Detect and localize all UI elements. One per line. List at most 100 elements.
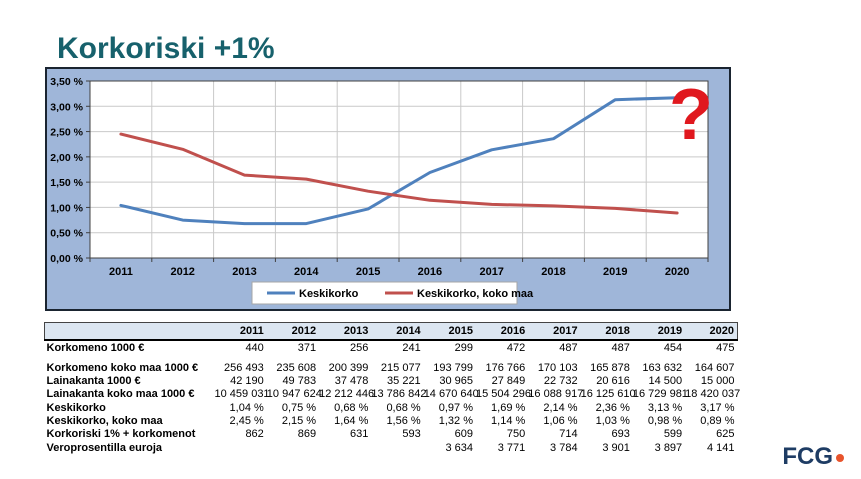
table-cell: 49 783 <box>282 374 317 387</box>
table-cell: 22 732 <box>543 374 578 387</box>
table-cell: 1,32 % <box>438 414 473 427</box>
table-cell: 42 190 <box>230 374 264 387</box>
axis-ticks <box>86 80 709 262</box>
table-cell: 693 <box>611 428 630 441</box>
table-row: Korkomeno 1000 € 440 371 256 241 299 472 487 487… <box>45 340 738 360</box>
table-cell: 1,56 % <box>386 414 421 427</box>
table-cell: 1,14 % <box>491 414 526 427</box>
table-cell: 1,03 % <box>595 414 630 427</box>
table-cell: 472 <box>506 342 526 355</box>
table-cell: 475 <box>716 342 735 355</box>
table-cell: 1,06 % <box>543 414 578 427</box>
table-cell: 18 420 037 <box>685 388 741 401</box>
table-cell: 487 <box>611 342 630 355</box>
table-cell: 20 616 <box>596 374 630 387</box>
row-label: Korkoriski 1% + korkomenot <box>46 428 196 441</box>
table-row: Lainakanta 1000 € 42 190 49 783 37 478 35 22… <box>45 374 738 387</box>
table-row: Keskikorko 1,04 % 0,75 % 0,68 % 0,68 % 0,97 %… <box>45 401 738 414</box>
table-cell: 714 <box>559 428 578 441</box>
row-label: Lainakanta koko maa 1000 € <box>46 388 195 401</box>
year-header: 2011 <box>214 322 267 342</box>
y-tick-label: 2,50 % <box>50 127 83 139</box>
table-cell: 15 504 296 <box>475 388 532 401</box>
line-chart-svg: 0,00 % 0,50 % 1,00 % 1,50 % 2,00 % 2,50 % 3,00… <box>45 67 731 311</box>
fcg-logo-text: FCG <box>782 443 833 470</box>
table-cell: 0,97 % <box>438 401 473 414</box>
fcg-logo: FCG <box>782 445 844 469</box>
table-cell: 215 077 <box>380 361 421 374</box>
table-cell: 3 634 <box>445 441 473 454</box>
x-tick-label: 2014 <box>294 266 319 278</box>
x-axis-labels: 2011 2012 2013 2014 2015 2016 2017 2018 2019 2020 <box>109 266 689 278</box>
table-cell: 14 670 640 <box>423 388 479 401</box>
table-cell: 3 771 <box>497 441 526 454</box>
interest-rate-data-table-wrap: 2011 2012 2013 2014 2015 2016 2017 2018 2019 2020… <box>44 322 741 454</box>
table-cell: 3,13 % <box>647 401 683 414</box>
table-cell: 16 125 610 <box>580 388 636 401</box>
year-header: 2019 <box>632 322 686 342</box>
y-tick-label: 3,00 % <box>50 101 83 113</box>
table-cell: 1,64 % <box>334 414 369 427</box>
table-cell: 16 088 917 <box>528 388 584 401</box>
table-cell <box>319 441 371 454</box>
table-cell: 165 878 <box>590 361 630 374</box>
table-cell: 13 786 842 <box>371 388 427 401</box>
table-cell: 4 141 <box>706 441 735 454</box>
table-cell: 235 608 <box>276 361 317 374</box>
year-header: 2014 <box>371 322 424 342</box>
legend-label: Keskikorko, koko maa <box>417 288 534 300</box>
legend-label: Keskikorko <box>299 288 359 300</box>
year-header: 2018 <box>580 322 633 342</box>
row-label: Korkomeno koko maa 1000 € <box>46 361 199 374</box>
table-row: Korkomeno koko maa 1000 € 256 493 235 608 2… <box>45 361 738 374</box>
x-tick-label: 2019 <box>603 266 627 278</box>
table-row: Veroprosentilla euroja 3 634 3 771 3 784 3 9… <box>45 441 738 454</box>
page-title: Korkoriski +1% <box>57 32 275 66</box>
table-cell: 625 <box>716 428 735 441</box>
table-header-row: 2011 2012 2013 2014 2015 2016 2017 2018 2019 2020 <box>44 322 739 342</box>
table-cell: 16 729 981 <box>632 388 688 401</box>
table-cell: 1,04 % <box>229 401 264 414</box>
table-cell: 487 <box>559 342 578 355</box>
table-cell: 3 784 <box>550 441 578 454</box>
x-tick-label: 2013 <box>232 266 256 278</box>
table-cell: 1,69 % <box>491 401 526 414</box>
table-cell: 631 <box>350 428 369 441</box>
table-cell: 37 478 <box>334 374 369 387</box>
x-tick-label: 2012 <box>170 266 194 278</box>
table-cell: 0,75 % <box>281 401 317 414</box>
table-cell: 2,14 % <box>543 401 578 414</box>
year-header: 2020 <box>685 322 739 342</box>
table-cell: 3 897 <box>654 441 683 454</box>
chart-legend: Keskikorko Keskikorko, koko maa <box>251 281 534 305</box>
table-cell: 176 766 <box>485 361 526 374</box>
gridlines <box>90 81 708 258</box>
table-cell: 0,68 % <box>334 401 369 414</box>
table-cell: 0,89 % <box>700 414 735 427</box>
table-body: Korkomeno 1000 € 440 371 256 241 299 472 487 487… <box>45 340 741 454</box>
year-header: 2015 <box>423 322 476 342</box>
interest-rate-chart: 0,00 % 0,50 % 1,00 % 1,50 % 2,00 % 2,50 % 3,00… <box>45 67 731 311</box>
table-cell: 869 <box>297 428 317 441</box>
table-cell: 35 221 <box>387 374 421 387</box>
table-cell: 10 947 624 <box>266 388 322 401</box>
year-header: 2013 <box>319 322 372 342</box>
table-cell: 256 493 <box>224 361 264 374</box>
table-cell: 2,36 % <box>595 401 630 414</box>
y-tick-label: 0,00 % <box>50 253 83 265</box>
fcg-logo-dot-icon <box>836 454 844 462</box>
table-row: Keskikorko, koko maa 2,45 % 2,15 % 1,64 % 1,… <box>45 414 738 427</box>
table-cell: 200 399 <box>328 361 369 374</box>
y-tick-label: 1,00 % <box>50 202 83 214</box>
table-corner-cell <box>44 322 215 342</box>
table-cell: 862 <box>245 428 264 441</box>
table-cell: 10 459 031 <box>214 388 270 401</box>
table-cell: 12 212 446 <box>319 388 375 401</box>
table-cell: 299 <box>454 342 473 355</box>
x-tick-label: 2015 <box>356 266 380 278</box>
table-cell: 170 103 <box>537 361 578 374</box>
year-header: 2016 <box>475 322 529 342</box>
row-label: Korkomeno 1000 € <box>46 342 145 355</box>
row-label: Keskikorko <box>46 401 106 414</box>
